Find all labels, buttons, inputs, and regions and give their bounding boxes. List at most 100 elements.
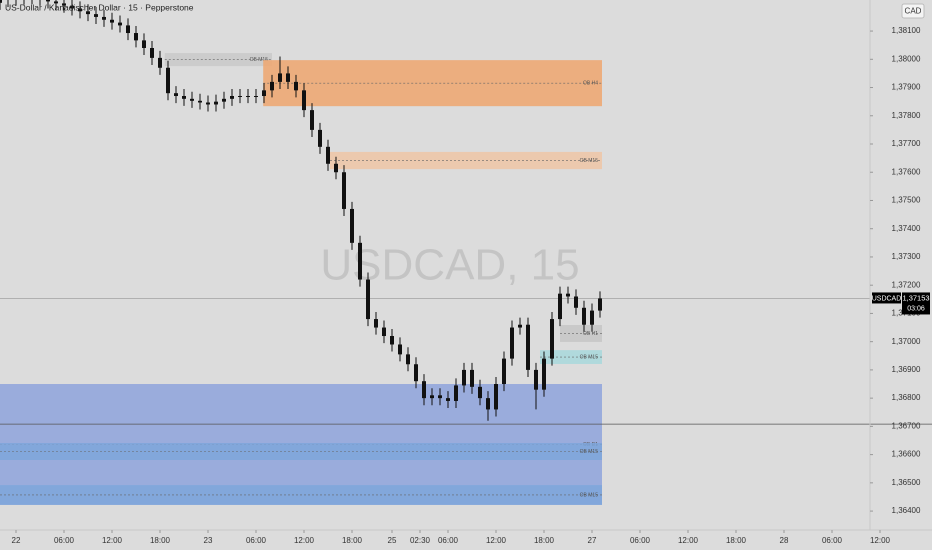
candle-body bbox=[246, 96, 250, 98]
candle-body bbox=[574, 296, 578, 308]
y-tick-label: 1,36700 bbox=[892, 421, 921, 430]
candle-body bbox=[54, 1, 58, 4]
x-tick-label: 06:00 bbox=[438, 536, 459, 545]
candle-body bbox=[270, 81, 274, 91]
candle-body bbox=[62, 3, 66, 6]
y-tick-label: 1,37300 bbox=[892, 252, 921, 261]
candle-body bbox=[286, 73, 290, 82]
x-tick-label: 18:00 bbox=[150, 536, 171, 545]
candle-body bbox=[454, 385, 458, 401]
candle-body bbox=[542, 358, 546, 390]
candle-body bbox=[390, 336, 394, 345]
candle-body bbox=[366, 279, 370, 320]
x-tick-label: 12:00 bbox=[870, 536, 891, 545]
candle-body bbox=[278, 73, 282, 82]
y-tick-label: 1,36400 bbox=[892, 506, 921, 515]
candle-body bbox=[566, 293, 570, 297]
candle-body bbox=[46, 0, 50, 2]
chart-title: US-Dollar / Kanadischer Dollar · 15 · Pe… bbox=[5, 2, 194, 12]
zone-label: OB M15 bbox=[580, 492, 599, 498]
countdown: 03:06 bbox=[907, 305, 925, 312]
candle-body bbox=[510, 327, 514, 359]
candle-body bbox=[502, 358, 506, 385]
zone-label: OB M15 bbox=[580, 354, 599, 360]
y-tick-label: 1,37000 bbox=[892, 337, 921, 346]
zone-label: OB H4 bbox=[583, 80, 598, 86]
candle-body bbox=[558, 293, 562, 320]
candle-body bbox=[86, 11, 90, 15]
symbol-tag bbox=[872, 292, 901, 304]
candle-body bbox=[134, 33, 138, 41]
x-tick-label: 27 bbox=[588, 536, 597, 545]
zone-label: OB M15 bbox=[580, 449, 599, 455]
candle-body bbox=[150, 48, 154, 58]
candle-body bbox=[0, 0, 2, 3]
candle-body bbox=[430, 395, 434, 399]
zone bbox=[540, 350, 602, 364]
candle-body bbox=[334, 163, 338, 173]
symbol-label: USDCAD bbox=[872, 295, 902, 302]
x-tick-label: 12:00 bbox=[678, 536, 699, 545]
y-tick-label: 1,37800 bbox=[892, 111, 921, 120]
x-tick-label: 22 bbox=[12, 536, 21, 545]
y-tick-label: 1,37200 bbox=[892, 280, 921, 289]
candle-body bbox=[446, 398, 450, 401]
x-tick-label: 25 bbox=[388, 536, 397, 545]
candle-body bbox=[262, 90, 266, 97]
candle-body bbox=[598, 298, 602, 311]
candle-body bbox=[174, 93, 178, 97]
candle-body bbox=[78, 8, 82, 12]
candle-body bbox=[590, 310, 594, 325]
candle-body bbox=[214, 101, 218, 105]
y-tick-label: 1,36900 bbox=[892, 365, 921, 374]
currency-box[interactable] bbox=[901, 3, 925, 19]
y-tick-label: 1,37500 bbox=[892, 196, 921, 205]
candle-body bbox=[190, 98, 194, 101]
candle-body bbox=[422, 381, 426, 399]
y-tick-label: 1,38100 bbox=[892, 26, 921, 35]
candle-body bbox=[550, 319, 554, 359]
candle-body bbox=[342, 172, 346, 209]
candle-body bbox=[294, 81, 298, 91]
candle-body bbox=[374, 319, 378, 328]
candle-body bbox=[230, 96, 234, 99]
candle-body bbox=[238, 96, 242, 98]
candle-body bbox=[310, 110, 314, 130]
price-tag bbox=[902, 292, 930, 315]
candle-body bbox=[382, 327, 386, 337]
candle-body bbox=[142, 40, 146, 49]
candle-body bbox=[166, 67, 170, 94]
y-tick-label: 1,37900 bbox=[892, 83, 921, 92]
zone-label: OB M15 bbox=[250, 57, 269, 63]
candle-body bbox=[526, 324, 530, 370]
candle-body bbox=[198, 100, 202, 103]
candle-body bbox=[206, 102, 210, 105]
x-tick-label: 23 bbox=[204, 536, 213, 545]
candle-body bbox=[70, 5, 74, 9]
candle-body bbox=[414, 364, 418, 382]
x-tick-label: 06:00 bbox=[822, 536, 843, 545]
y-tick-label: 1,37700 bbox=[892, 139, 921, 148]
candle-body bbox=[302, 90, 306, 111]
currency[interactable]: CAD bbox=[905, 7, 922, 16]
y-tick-label: 1,38000 bbox=[892, 54, 921, 63]
candle-body bbox=[102, 16, 106, 20]
x-tick-label: 06:00 bbox=[54, 536, 75, 545]
y-tick-label: 1,36800 bbox=[892, 393, 921, 402]
y-tick-label: 1,37600 bbox=[892, 167, 921, 176]
candle-body bbox=[326, 146, 330, 164]
candle-body bbox=[406, 354, 410, 365]
candle-body bbox=[534, 369, 538, 390]
candle-body bbox=[222, 98, 226, 102]
candle-body bbox=[158, 57, 162, 68]
candle-body bbox=[398, 344, 402, 355]
candle-body bbox=[582, 307, 586, 325]
candle-body bbox=[470, 369, 474, 387]
x-tick-label: 12:00 bbox=[486, 536, 507, 545]
x-tick-label: 18:00 bbox=[342, 536, 363, 545]
x-tick-label: 06:00 bbox=[630, 536, 651, 545]
x-tick-label: 12:00 bbox=[102, 536, 123, 545]
candle-body bbox=[318, 129, 322, 147]
